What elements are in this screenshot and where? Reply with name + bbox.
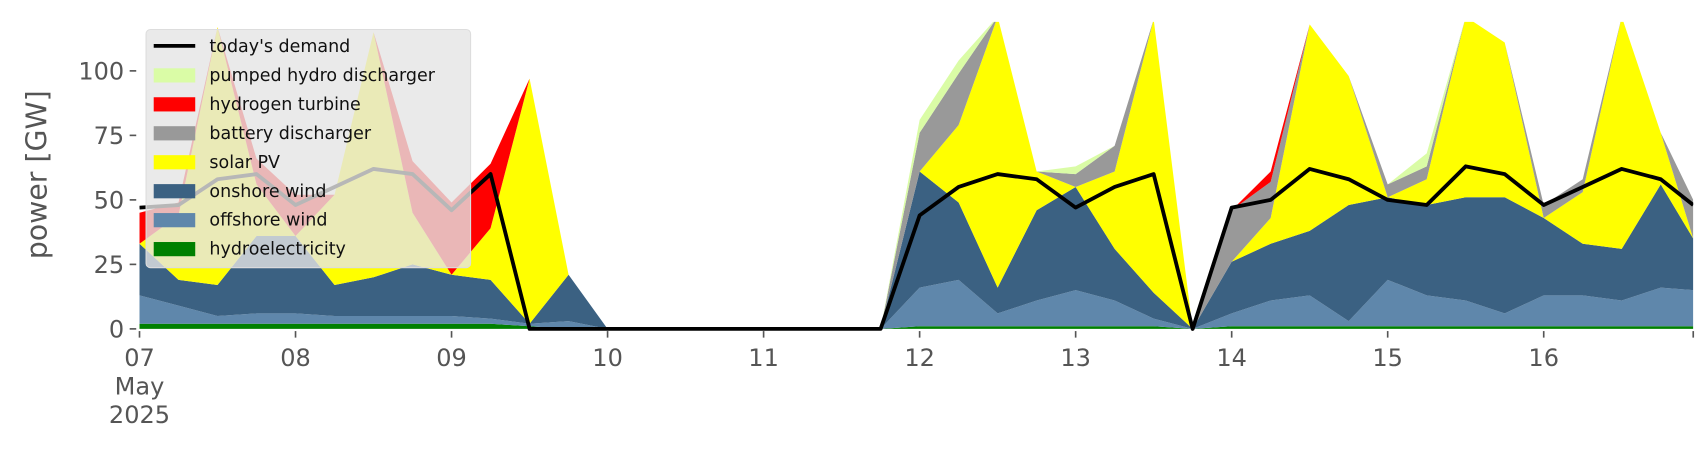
legend-label: onshore wind [209, 182, 326, 202]
legend-label: pumped hydro discharger [209, 66, 435, 86]
legend-label: hydroelectricity [209, 240, 345, 260]
y-tick-label: 25 [94, 251, 125, 279]
x-tick-label: 11 [748, 344, 779, 372]
area [139, 171, 1694, 329]
area [139, 279, 1694, 329]
x-tick-label: 16 [1528, 344, 1559, 372]
legend-label: hydrogen turbine [209, 95, 360, 115]
legend-swatch [153, 184, 196, 199]
x-tick-label: 14 [1216, 344, 1247, 372]
legend-swatch [153, 126, 196, 141]
axes: 0 25 50 75 100 07 May 2025 08 09 10 11 12 13 14 15 16 [78, 58, 1695, 429]
legend: today's demand pumped hydro discharger hyd… [145, 28, 472, 269]
y-tick-label: 100 [78, 58, 124, 86]
legend-swatch [153, 155, 196, 170]
y-tick-label: 50 [94, 187, 125, 215]
legend-label: offshore wind [209, 211, 327, 231]
area [139, 21, 1694, 329]
y-axis-label: power [GW] [21, 90, 54, 259]
legend-swatch [153, 242, 196, 257]
legend-swatch [153, 97, 196, 112]
y-tick-label: 75 [94, 122, 125, 150]
x-tick-label: 15 [1372, 344, 1403, 372]
x-tick-label: 08 [280, 344, 311, 372]
legend-label: solar PV [209, 153, 280, 173]
legend-box [145, 28, 472, 269]
x-tick-label: 12 [904, 344, 935, 372]
legend-label: today's demand [209, 37, 350, 57]
legend-label: battery discharger [209, 124, 371, 144]
legend-swatch [153, 68, 196, 83]
x-tick-label: 07 May 2025 [109, 344, 170, 429]
area [139, 21, 1694, 329]
plot-area [139, 21, 1694, 331]
x-tick-label: 10 [592, 344, 623, 372]
y-tick-label: 0 [109, 316, 124, 344]
legend-swatch [153, 213, 196, 228]
x-tick-label: 13 [1060, 344, 1091, 372]
x-tick-label: 09 [436, 344, 467, 372]
